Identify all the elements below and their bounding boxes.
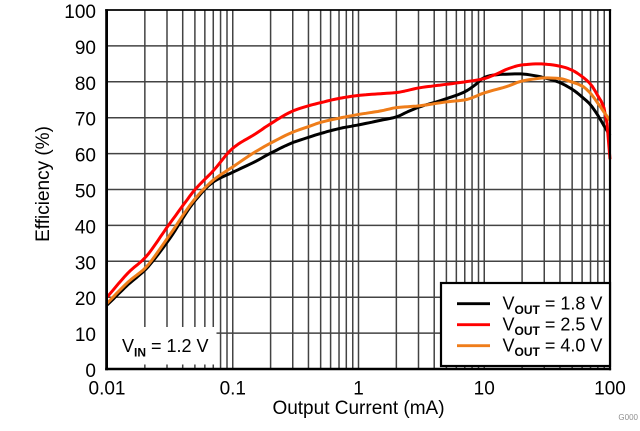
svg-text:0: 0 bbox=[85, 361, 96, 382]
svg-text:G000: G000 bbox=[618, 413, 638, 422]
svg-text:80: 80 bbox=[75, 74, 96, 95]
svg-text:10: 10 bbox=[474, 379, 495, 400]
svg-text:60: 60 bbox=[75, 146, 96, 167]
svg-text:1: 1 bbox=[353, 379, 364, 400]
svg-text:10: 10 bbox=[75, 325, 96, 346]
svg-text:70: 70 bbox=[75, 110, 96, 131]
svg-text:Output Current (mA): Output Current (mA) bbox=[272, 398, 444, 419]
svg-text:90: 90 bbox=[75, 38, 96, 59]
svg-text:0.1: 0.1 bbox=[220, 379, 246, 400]
svg-text:30: 30 bbox=[75, 253, 96, 274]
svg-text:0.01: 0.01 bbox=[89, 379, 126, 400]
svg-text:100: 100 bbox=[594, 379, 626, 400]
svg-text:40: 40 bbox=[75, 217, 96, 238]
svg-text:100: 100 bbox=[64, 2, 96, 23]
svg-text:50: 50 bbox=[75, 182, 96, 203]
svg-text:20: 20 bbox=[75, 289, 96, 310]
svg-text:Efficiency (%): Efficiency (%) bbox=[33, 126, 54, 242]
